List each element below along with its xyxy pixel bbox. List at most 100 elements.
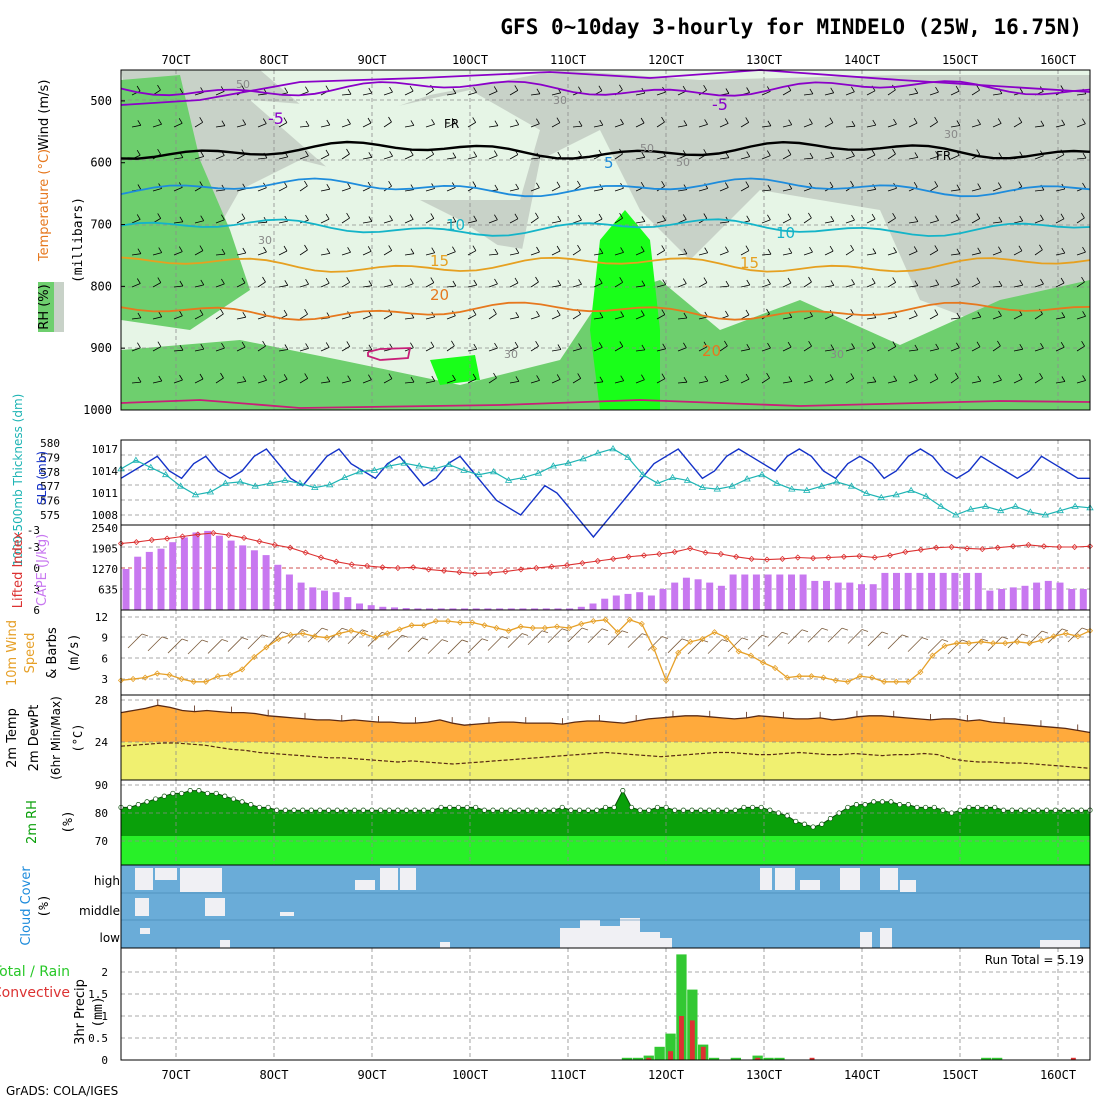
cape-bar	[414, 608, 422, 610]
wind-barb	[598, 85, 603, 92]
y-tick-label-left: 0	[33, 562, 40, 575]
li-marker	[717, 550, 724, 558]
wind-barb	[950, 125, 960, 128]
wind-barb	[809, 88, 814, 95]
y-axis-unit: (%)	[37, 894, 52, 917]
wind-barb	[473, 215, 478, 222]
wind-barb	[299, 283, 309, 288]
wind-barb	[530, 315, 540, 320]
wind-barb	[1061, 119, 1066, 126]
wind-barb	[284, 344, 289, 350]
wind-barb	[1007, 633, 1023, 649]
wind-barb	[472, 117, 477, 123]
wind-barb	[866, 188, 876, 192]
li-marker	[425, 566, 432, 573]
wind-barb	[861, 629, 869, 632]
wind-speed-marker	[1038, 637, 1045, 644]
rh-marker	[784, 813, 790, 819]
thickness-marker	[400, 459, 408, 466]
wind-barb	[299, 378, 308, 384]
wind-barb	[178, 118, 183, 124]
rh-marker	[412, 807, 418, 813]
precip-total-bar	[730, 1057, 741, 1060]
wind-barb	[787, 277, 792, 284]
precip-panel: 2 1.5 1 0.5 0 Run Total = 5.19 Total / Rain Con…	[0, 947, 1091, 1067]
wind-barb	[851, 120, 856, 127]
li-marker	[917, 546, 924, 553]
thickness-marker	[758, 470, 766, 478]
wind-barb	[1013, 220, 1023, 224]
wind-barb	[956, 278, 960, 284]
wind-barb	[194, 92, 204, 96]
wind-barb	[830, 215, 835, 222]
precip-total-bar	[621, 1057, 633, 1060]
y-tick-label: 0.5	[88, 1032, 108, 1045]
li-marker	[594, 557, 601, 565]
y-axis-label: 10m Wind	[5, 620, 20, 686]
wind-barb	[850, 309, 855, 315]
wind-barb	[452, 246, 456, 252]
wind-barb	[1041, 630, 1049, 634]
wind-barb	[179, 344, 184, 351]
wind-barb	[347, 88, 352, 95]
rh-marker	[291, 807, 297, 813]
wind-barb	[914, 216, 919, 222]
wind-barb	[410, 376, 415, 383]
thickness-marker	[937, 502, 945, 509]
wind-barb	[766, 372, 770, 379]
wind-barb	[409, 85, 414, 92]
wind-barb	[824, 92, 834, 96]
wind-barb	[551, 122, 561, 128]
wind-barb	[635, 349, 645, 352]
wind-barb	[551, 349, 561, 352]
wind-barb	[278, 284, 288, 288]
rh-marker	[602, 804, 609, 810]
wind-barb	[572, 125, 583, 128]
wind-barb	[767, 278, 771, 285]
cloud-gap	[880, 868, 898, 890]
wind-barb	[683, 120, 688, 126]
wind-barb	[494, 184, 499, 191]
bottom-tick-label: 9OCT	[358, 1068, 387, 1082]
rh-marker	[317, 807, 323, 813]
temp-line	[120, 704, 1091, 734]
wind-barb	[707, 639, 723, 654]
wind-barb	[824, 349, 834, 352]
wind-barb	[866, 317, 876, 320]
temp-contour	[120, 399, 1091, 409]
wind-barb	[746, 87, 750, 93]
wind-barb	[593, 381, 603, 384]
wind-barb	[200, 215, 205, 221]
wind-barb	[488, 283, 498, 288]
wind-barb	[547, 628, 563, 644]
rh-marker	[706, 807, 712, 813]
top-tick-label: 10OCT	[452, 53, 488, 67]
rh-marker	[265, 804, 271, 810]
wind-speed-marker	[481, 622, 488, 629]
wind-speed-marker	[444, 618, 452, 625]
rh-marker	[801, 821, 808, 827]
rh-lower-fill	[121, 836, 1090, 865]
wind-barb	[536, 182, 540, 189]
wind-barb	[635, 285, 645, 288]
wind-barb	[614, 316, 624, 320]
wind-barb	[788, 183, 793, 190]
wind-barb	[997, 182, 1002, 188]
wind-barb	[362, 92, 372, 96]
cape-bar	[367, 605, 375, 610]
wind-barb	[781, 631, 789, 635]
thickness-marker	[340, 473, 349, 481]
top-tick-label: 8OCT	[260, 53, 289, 67]
y-tick-label: 6	[101, 652, 108, 665]
thickness-marker	[161, 470, 170, 478]
precip-total-bar	[665, 1033, 676, 1060]
wind-barb	[1039, 372, 1043, 379]
wind-barb	[1055, 124, 1065, 128]
wind-barb	[845, 219, 855, 224]
thickness-marker	[564, 459, 572, 466]
cape-bar	[998, 589, 1006, 610]
li-marker	[794, 554, 801, 561]
wind-barb	[977, 375, 982, 382]
cloud-gap	[400, 868, 416, 890]
wind-barb	[935, 343, 940, 350]
